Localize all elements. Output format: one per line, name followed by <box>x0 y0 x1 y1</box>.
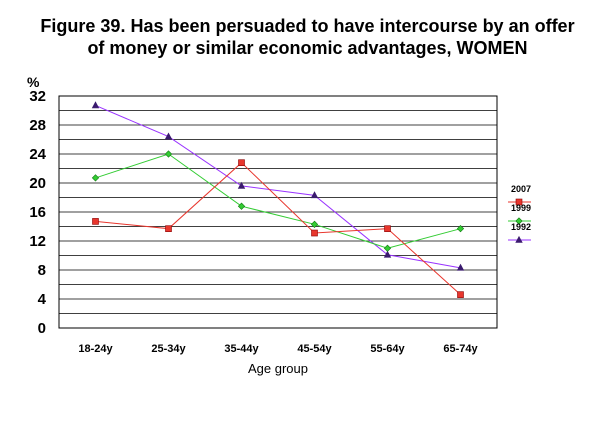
legend-label: 2007 <box>511 184 531 194</box>
x-tick-label: 35-44y <box>224 343 259 355</box>
legend-marker-1999 <box>515 217 523 225</box>
data-point-1999 <box>310 220 319 228</box>
series-line-1999 <box>95 153 461 249</box>
data-point-1999 <box>91 174 100 182</box>
data-point-1992 <box>383 250 392 258</box>
data-point-1999 <box>456 225 465 233</box>
x-tick-label: 18-24y <box>78 343 113 355</box>
y-tick-label: 20 <box>29 175 46 192</box>
y-tick-label: 8 <box>38 262 46 279</box>
series-group <box>91 101 465 298</box>
y-tick-label: 0 <box>38 320 46 337</box>
legend-marker-1992 <box>515 235 523 243</box>
x-tick-label: 65-74y <box>443 343 478 355</box>
gridlines <box>59 95 497 329</box>
data-point-1992 <box>456 263 465 271</box>
legend-marker-2007 <box>515 198 523 206</box>
data-point-1992 <box>237 181 246 189</box>
data-point-2007 <box>92 218 99 225</box>
chart-title-line-1: Figure 39. Has been persuaded to have in… <box>40 16 575 36</box>
y-tick-label: 16 <box>29 204 46 221</box>
chart-title: Figure 39. Has been persuaded to have in… <box>0 15 615 59</box>
x-tick-label: 55-64y <box>370 343 405 355</box>
plot-frame <box>58 95 498 329</box>
data-point-2007 <box>384 225 391 232</box>
series-line-1992 <box>95 104 461 269</box>
data-point-1999 <box>164 150 173 158</box>
data-point-1992 <box>164 132 173 140</box>
y-tick-label: 24 <box>29 146 46 163</box>
data-point-2007 <box>311 229 318 237</box>
data-point-1992 <box>91 101 100 109</box>
data-point-1999 <box>383 244 392 252</box>
series-1999 <box>91 150 465 252</box>
y-tick-label: 12 <box>29 233 46 250</box>
legend: 2007 1999 1992 <box>508 184 531 243</box>
data-point-1992 <box>310 191 319 199</box>
series-2007 <box>92 159 464 298</box>
y-tick-labels: 0 4 8 12 16 20 24 28 32 <box>29 88 46 337</box>
chart-title-line-2: of money or similar economic advantages,… <box>87 38 528 58</box>
y-tick-label: 32 <box>29 88 46 105</box>
data-point-2007 <box>457 291 464 298</box>
x-axis-label: Age group <box>248 361 308 376</box>
x-tick-label: 25-34y <box>151 343 186 355</box>
data-point-1999 <box>237 202 246 210</box>
legend-label: 1999 <box>511 203 531 213</box>
x-tick-labels: 18-24y 25-34y 35-44y 45-54y 55-64y 65-74y <box>78 343 478 355</box>
y-tick-label: 28 <box>29 117 46 134</box>
series-1992 <box>91 101 465 271</box>
data-point-2007 <box>165 225 172 232</box>
x-tick-label: 45-54y <box>297 343 332 355</box>
data-point-2007 <box>238 159 245 166</box>
y-axis-label: % <box>27 74 40 90</box>
series-line-2007 <box>95 162 461 296</box>
legend-label: 1992 <box>511 222 531 232</box>
y-tick-label: 4 <box>38 291 47 308</box>
